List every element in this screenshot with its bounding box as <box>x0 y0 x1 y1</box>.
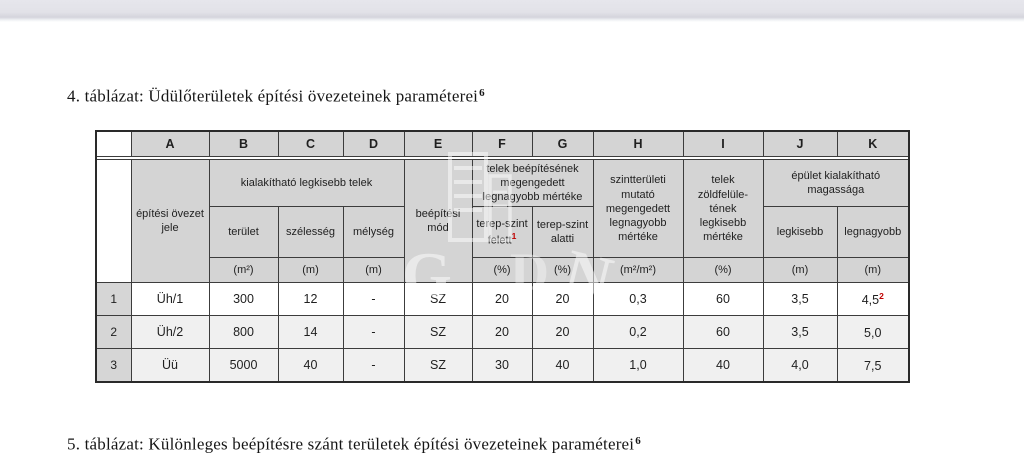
cell-area: 300 <box>208 282 279 317</box>
table-row: 1 Üh/1 300 12 - SZ 20 20 0,3 60 3,5 4,52 <box>95 282 910 317</box>
cell-hmin: 3,5 <box>762 282 838 317</box>
header-building-height: épület kialakítható magassága <box>762 158 910 208</box>
cell-green: 60 <box>682 315 764 350</box>
caption-text: 4. táblázat: Üdülőterületek építési övez… <box>67 86 479 106</box>
corner-cell <box>95 130 132 157</box>
cell-mode: SZ <box>403 348 473 383</box>
cell-width: 40 <box>277 348 344 383</box>
col-letter-j: J <box>762 130 838 157</box>
header-height-min: legkisebb <box>762 206 838 259</box>
cell-mode: SZ <box>403 282 473 317</box>
table-row: 2 Üh/2 800 14 - SZ 20 20 0,2 60 3,5 5,0 <box>95 315 910 350</box>
unit-width: (m) <box>277 257 344 284</box>
col-letter-c: C <box>277 130 344 157</box>
cell-width: 14 <box>277 315 344 350</box>
cell-zone: Üh/1 <box>130 282 210 317</box>
col-letter-d: D <box>342 130 405 157</box>
footnote-ref-red: 2 <box>879 290 884 301</box>
row-header-corner <box>95 158 132 284</box>
cell-hmin: 4,0 <box>762 348 838 383</box>
header-row-sub: terület szélesség mélység terep-szint fe… <box>96 206 910 259</box>
footnote-ref-red: 1 <box>511 230 517 241</box>
unit-green: (%) <box>682 257 764 284</box>
cell-depth: - <box>342 282 405 317</box>
row-number: 2 <box>95 315 132 350</box>
cell-area: 5000 <box>208 348 279 383</box>
cell-above: 20 <box>471 282 533 317</box>
parameters-table-wrapper: A B C D E F G H I J K építési övezet jel… <box>95 130 910 384</box>
header-coverage: telek beépítésének megengedett legnagyob… <box>471 158 594 208</box>
table-row: 3 Üü 5000 40 - SZ 30 40 1,0 40 4,0 7,5 <box>95 348 910 383</box>
col-letter-e: E <box>403 130 473 157</box>
row-number: 1 <box>95 282 132 317</box>
col-letter-a: A <box>130 130 210 157</box>
unit-area: (m²) <box>208 257 279 284</box>
header-building-mode: beépítési mód <box>403 158 473 284</box>
cell-hmax: 5,0 <box>836 315 910 350</box>
parameters-table: A B C D E F G H I J K építési övezet jel… <box>95 130 910 384</box>
table-caption-4: 4. táblázat: Üdülőterületek építési övez… <box>67 86 485 107</box>
header-green-area: telek zöldfelüle-tének legkisebb mértéke <box>682 158 764 259</box>
unit-above: (%) <box>471 257 533 284</box>
cell-below: 20 <box>531 315 594 350</box>
cell-green: 60 <box>682 282 764 317</box>
cell-below: 20 <box>531 282 594 317</box>
col-letter-h: H <box>592 130 684 157</box>
cell-above: 20 <box>471 315 533 350</box>
cell-area: 800 <box>208 315 279 350</box>
table-caption-5: 5. táblázat: Különleges beépítésre szánt… <box>67 434 641 455</box>
header-height-max: legnagyobb <box>836 206 910 259</box>
header-row-main: építési övezet jele kialakítható legkise… <box>95 158 910 284</box>
col-letter-b: B <box>208 130 279 157</box>
cell-depth: - <box>342 315 405 350</box>
header-above-ground: terep-szint felett1 <box>471 206 533 259</box>
cell-above: 30 <box>471 348 533 383</box>
header-smallest-plot: kialakítható legkisebb telek <box>208 158 405 208</box>
cell-far: 1,0 <box>592 348 684 383</box>
footnote-ref: 6 <box>635 435 641 447</box>
cell-zone: Üh/2 <box>130 315 210 350</box>
header-area: terület <box>208 206 279 259</box>
cell-depth: - <box>342 348 405 383</box>
header-floor-area-ratio: szintterületi mutató megengedett legnagy… <box>592 158 684 259</box>
cell-zone: Üü <box>130 348 210 383</box>
window-top-edge <box>0 0 1024 22</box>
cell-green: 40 <box>682 348 764 383</box>
header-depth: mélység <box>342 206 405 259</box>
col-letter-k: K <box>836 130 910 157</box>
cell-width: 12 <box>277 282 344 317</box>
cell-hmax: 7,5 <box>836 348 910 383</box>
cell-hmax: 4,52 <box>836 282 910 317</box>
unit-below: (%) <box>531 257 594 284</box>
unit-hmin: (m) <box>762 257 838 284</box>
unit-depth: (m) <box>342 257 405 284</box>
row-number: 3 <box>95 348 132 383</box>
column-letter-row: A B C D E F G H I J K <box>95 130 910 157</box>
cell-far: 0,3 <box>592 282 684 317</box>
cell-mode: SZ <box>403 315 473 350</box>
header-zone-sign: építési övezet jele <box>130 158 210 284</box>
cell-far: 0,2 <box>592 315 684 350</box>
header-width: szélesség <box>277 206 344 259</box>
header-row-units: (m²) (m) (m) (%) (%) (m²/m²) (%) (m) (m) <box>96 257 910 284</box>
col-letter-i: I <box>682 130 764 157</box>
unit-hmax: (m) <box>836 257 910 284</box>
col-letter-f: F <box>471 130 533 157</box>
header-below-ground: terep-szint alatti <box>531 206 594 259</box>
unit-far: (m²/m²) <box>592 257 684 284</box>
col-letter-g: G <box>531 130 594 157</box>
cell-below: 40 <box>531 348 594 383</box>
footnote-ref: 6 <box>479 87 485 99</box>
caption-text: 5. táblázat: Különleges beépítésre szánt… <box>67 434 635 454</box>
cell-hmin: 3,5 <box>762 315 838 350</box>
